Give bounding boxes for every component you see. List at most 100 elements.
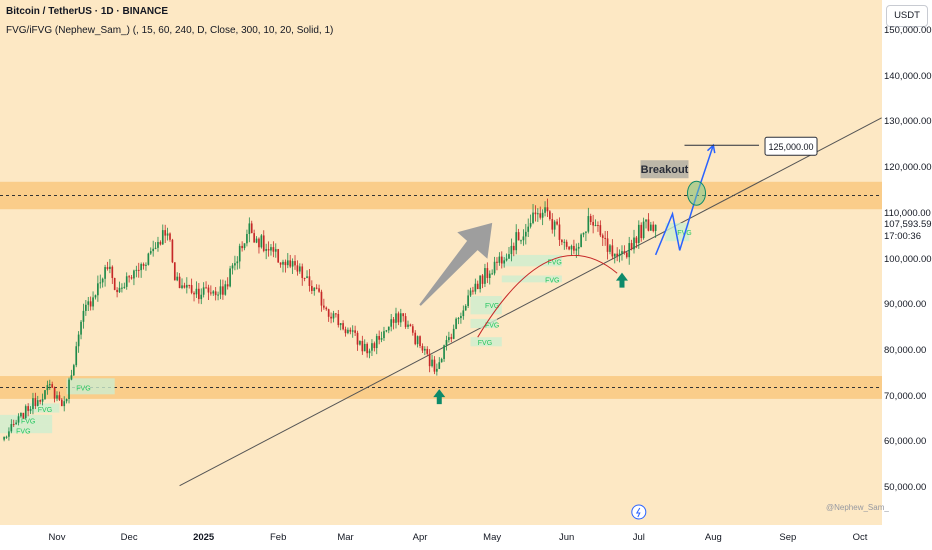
x-tick-label: Mar bbox=[337, 532, 354, 543]
y-tick-label: 90,000.00 bbox=[884, 299, 927, 311]
candle-body bbox=[217, 294, 219, 296]
candle-body bbox=[214, 291, 217, 296]
candle-body bbox=[443, 345, 445, 359]
x-tick-label: Dec bbox=[120, 532, 138, 543]
candle-body bbox=[623, 251, 626, 253]
candle-body bbox=[536, 213, 539, 215]
candle-body bbox=[421, 346, 424, 351]
candle-body bbox=[325, 307, 328, 310]
candle-body bbox=[445, 340, 448, 346]
candle-body bbox=[226, 284, 229, 287]
time-scale[interactable] bbox=[0, 525, 882, 550]
candle-body bbox=[284, 261, 287, 266]
candle-body bbox=[63, 401, 66, 407]
candle-body bbox=[291, 261, 294, 267]
candle-body bbox=[611, 245, 614, 257]
candle-body bbox=[354, 330, 356, 333]
candle-body bbox=[94, 295, 97, 298]
candle-body bbox=[210, 292, 212, 294]
candle-body bbox=[32, 398, 34, 410]
candle-body bbox=[385, 330, 388, 332]
candle-body bbox=[137, 269, 140, 271]
candle-body bbox=[630, 243, 633, 250]
y-tick-label: 110,000.00 bbox=[884, 207, 931, 219]
candle-body bbox=[500, 256, 503, 264]
candle-body bbox=[241, 245, 243, 249]
candle-body bbox=[448, 337, 450, 341]
candle-body bbox=[274, 249, 277, 252]
price-scale[interactable] bbox=[882, 0, 932, 550]
candle-body bbox=[373, 343, 376, 349]
candle-body bbox=[349, 329, 352, 332]
candle-body bbox=[637, 224, 640, 243]
candle-body bbox=[36, 400, 39, 406]
candle-body bbox=[558, 224, 561, 240]
candle-body bbox=[39, 400, 42, 402]
candle-body bbox=[392, 319, 395, 323]
candle-body bbox=[647, 219, 650, 231]
candle-body bbox=[457, 318, 460, 320]
candle-body bbox=[399, 313, 402, 323]
y-tick-label: 100,000.00 bbox=[884, 253, 932, 265]
candle-body bbox=[308, 276, 311, 286]
candle-body bbox=[231, 265, 234, 269]
candle-body bbox=[12, 424, 15, 426]
candle-body bbox=[404, 316, 407, 327]
trendline bbox=[179, 117, 882, 487]
candle-body bbox=[351, 330, 354, 332]
candle-body bbox=[469, 290, 472, 296]
fvg-box-9 bbox=[470, 337, 502, 347]
candle-body bbox=[267, 249, 270, 251]
candle-body bbox=[409, 324, 412, 327]
candle-body bbox=[313, 287, 316, 291]
candle-body bbox=[556, 221, 558, 225]
currency-button[interactable]: USDT bbox=[886, 5, 928, 27]
fvg-box-6 bbox=[501, 254, 562, 267]
candle-body bbox=[133, 270, 135, 279]
indicator-legend[interactable]: FVG/iFVG (Nephew_Sam_) (, 15, 60, 240, D… bbox=[6, 25, 334, 36]
candle-body bbox=[80, 321, 82, 335]
candle-body bbox=[481, 275, 484, 284]
candle-body bbox=[491, 273, 494, 275]
x-tick-label: Jul bbox=[632, 532, 645, 543]
candle-body bbox=[553, 221, 556, 230]
candle-body bbox=[539, 213, 542, 218]
candle-body bbox=[92, 297, 94, 307]
candle-body bbox=[438, 362, 441, 369]
candle-body bbox=[101, 278, 104, 283]
candle-body bbox=[243, 243, 246, 249]
candle-body bbox=[130, 277, 133, 279]
candle-body bbox=[229, 268, 231, 287]
candle-body bbox=[44, 390, 46, 399]
plot-area[interactable] bbox=[0, 0, 882, 525]
candle-body bbox=[575, 248, 578, 251]
candle-body bbox=[397, 313, 400, 323]
candle-body bbox=[462, 310, 465, 317]
candle-body bbox=[183, 285, 186, 288]
candle-body bbox=[224, 284, 227, 295]
up-arrow-icon bbox=[615, 272, 628, 288]
trend-arrow bbox=[419, 222, 493, 306]
candle-body bbox=[5, 436, 8, 438]
candle-body bbox=[29, 409, 32, 411]
candle-body bbox=[97, 283, 99, 296]
up-arrow-icon bbox=[433, 389, 446, 405]
candle-body bbox=[330, 316, 332, 319]
candle-body bbox=[234, 263, 236, 266]
candle-body bbox=[515, 232, 518, 251]
fvg-label-3: FVG bbox=[76, 385, 90, 392]
candle-body bbox=[236, 261, 239, 264]
price-chart-svg[interactable]: FVGFVGFVGFVGFVGFVGFVGFVGFVGFVG125,000.00… bbox=[0, 0, 882, 525]
candle-body bbox=[185, 284, 188, 288]
candle-body bbox=[339, 323, 342, 326]
candle-body bbox=[87, 301, 90, 305]
target-label: 125,000.00 bbox=[769, 142, 814, 152]
candle-body bbox=[390, 319, 393, 327]
candle-body bbox=[450, 337, 453, 339]
candle-body bbox=[505, 258, 508, 261]
candle-body bbox=[546, 207, 549, 212]
x-tick-label: Apr bbox=[412, 532, 428, 543]
candle-body bbox=[17, 416, 20, 423]
candle-body bbox=[279, 262, 282, 265]
